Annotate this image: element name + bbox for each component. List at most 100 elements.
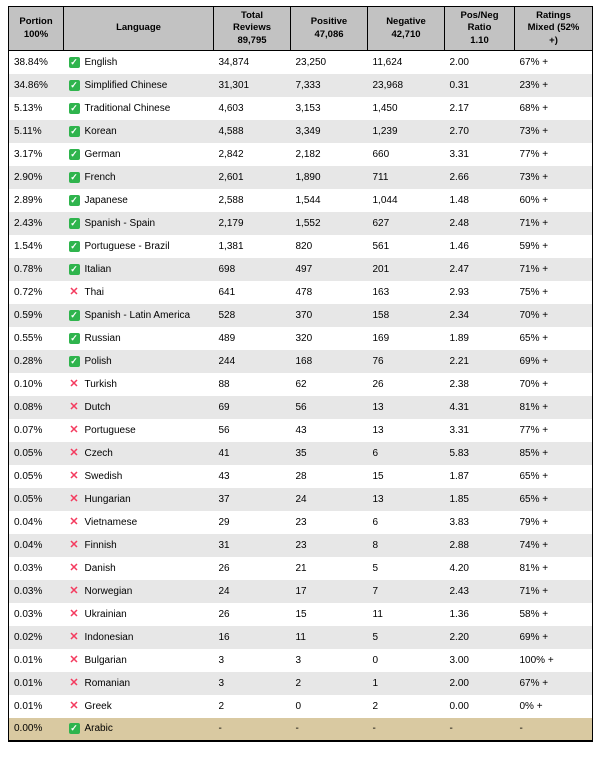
ratio-cell: 1.87 [449, 470, 469, 482]
total-reviews-cell: 88 [218, 378, 230, 390]
table-body: 38.84% ✓ English 34,874 23,250 11,624 2.… [8, 50, 593, 741]
mixed-cell: 69% + [519, 631, 549, 643]
table-row: 1.54% ✓ Portuguese - Brazil 1,381 820 56… [8, 234, 593, 258]
ratio-cell: 3.83 [449, 516, 469, 528]
positive-cell: 3 [295, 654, 302, 666]
language-cell: ✓ Korean [64, 120, 214, 143]
language-cell-content: ✓ Spanish - Spain [68, 217, 212, 229]
table-row: 0.00% ✓ Arabic - - - - - [8, 717, 593, 741]
mixed-cell: 85% + [519, 447, 549, 459]
check-icon: ✓ [68, 332, 80, 344]
check-icon: ✓ [68, 263, 80, 275]
language-cell-content: ✕ Finnish [69, 539, 212, 551]
check-icon: ✓ [68, 125, 80, 137]
portion-cell: 0.01% [14, 654, 43, 666]
positive-cell: 497 [295, 263, 313, 275]
language-cell-content: ✓ Polish [68, 355, 212, 367]
mixed-cell: 70% + [519, 378, 549, 390]
table-row: 0.07% ✕ Portuguese 56 43 13 3.31 77% + [8, 418, 593, 442]
table-row: 0.03% ✕ Norwegian 24 17 7 2.43 71% + [8, 579, 593, 603]
positive-cell: 1,890 [295, 171, 321, 183]
check-icon: ✓ [68, 723, 80, 735]
language-cell-content: ✓ Portuguese - Brazil [68, 240, 212, 252]
portion-cell: 0.05% [14, 493, 43, 505]
negative-cell: 26 [372, 378, 384, 390]
negative-cell: 6 [372, 516, 379, 528]
language-cell-content: ✕ Norwegian [69, 585, 212, 597]
portion-cell: 0.07% [14, 424, 43, 436]
mixed-cell: 81% + [519, 562, 549, 574]
negative-cell: 1,450 [372, 102, 398, 114]
negative-cell: 13 [372, 493, 384, 505]
table-row: 0.05% ✕ Swedish 43 28 15 1.87 65% + [8, 464, 593, 488]
language-cell-content: ✓ Simplified Chinese [68, 79, 212, 91]
positive-cell: 478 [295, 286, 313, 298]
language-cell: ✕ Ukrainian [64, 603, 214, 626]
positive-cell: 15 [295, 608, 307, 620]
column-header-negative: Negative 42,710 [367, 5, 445, 52]
ratio-cell: 1.85 [449, 493, 469, 505]
total-reviews-cell: 2,842 [218, 148, 244, 160]
language-cell: ✕ Dutch [64, 396, 214, 419]
cross-icon: ✕ [69, 699, 79, 712]
total-reviews-cell: 24 [218, 585, 230, 597]
negative-cell: 5 [372, 562, 379, 574]
positive-cell: 168 [295, 355, 313, 367]
table-row: 2.90% ✓ French 2,601 1,890 711 2.66 73% … [8, 165, 593, 189]
total-reviews-cell: 37 [218, 493, 230, 505]
language-label: Ukrainian [84, 608, 127, 620]
language-cell-content: ✓ Italian [68, 263, 212, 275]
table-row: 0.05% ✕ Czech 41 35 6 5.83 85% + [8, 441, 593, 465]
table-header: Portion 100% Language Total Reviews 89,7… [8, 5, 593, 52]
language-cell-content: ✓ Traditional Chinese [68, 102, 212, 114]
portion-cell: 0.03% [14, 585, 43, 597]
language-cell: ✓ Portuguese - Brazil [64, 235, 214, 258]
check-icon: ✓ [68, 102, 80, 114]
portion-cell: 0.05% [14, 447, 43, 459]
cross-icon: ✕ [69, 630, 79, 643]
language-cell-content: ✕ Hungarian [69, 493, 212, 505]
language-cell-content: ✕ Thai [69, 286, 212, 298]
portion-cell: 34.86% [14, 79, 48, 91]
positive-cell: 820 [295, 240, 313, 252]
positive-cell: 35 [295, 447, 307, 459]
language-label: Swedish [84, 470, 123, 482]
positive-cell: 11 [295, 631, 306, 643]
table-row: 0.59% ✓ Spanish - Latin America 528 370 … [8, 303, 593, 327]
table-row: 0.10% ✕ Turkish 88 62 26 2.38 70% + [8, 372, 593, 396]
positive-cell: 7,333 [295, 79, 321, 91]
mixed-cell: 60% + [519, 194, 549, 206]
table-row: 0.01% ✕ Greek 2 0 2 0.00 0% + [8, 694, 593, 718]
negative-cell: 2 [372, 700, 379, 712]
positive-cell: 21 [295, 562, 307, 574]
mixed-cell: 71% + [519, 263, 549, 275]
language-label: Portuguese [84, 424, 136, 436]
language-label: Turkish [84, 378, 117, 390]
cross-icon: ✕ [69, 515, 79, 528]
language-label: Polish [84, 355, 112, 367]
table-row: 0.03% ✕ Danish 26 21 5 4.20 81% + [8, 556, 593, 580]
ratio-cell: 3.31 [449, 424, 469, 436]
negative-cell: 158 [372, 309, 390, 321]
language-cell: ✕ Vietnamese [64, 511, 214, 534]
total-reviews-cell: 26 [218, 608, 230, 620]
portion-cell: 0.59% [14, 309, 43, 321]
positive-cell: 23 [295, 539, 307, 551]
positive-cell: 62 [295, 378, 307, 390]
ratio-cell: 1.89 [449, 332, 469, 344]
language-label: Bulgarian [84, 654, 127, 666]
total-reviews-cell: 4,603 [218, 102, 244, 114]
table-row: 5.11% ✓ Korean 4,588 3,349 1,239 2.70 73… [8, 119, 593, 143]
language-cell: ✓ Polish [64, 350, 214, 373]
total-reviews-cell: 16 [218, 631, 230, 643]
mixed-cell: 23% + [519, 79, 549, 91]
total-reviews-cell: 56 [218, 424, 230, 436]
negative-cell: 7 [372, 585, 379, 597]
ratio-cell: 3.31 [449, 148, 469, 160]
language-cell: ✓ Spanish - Latin America [64, 304, 214, 327]
negative-cell: 13 [372, 401, 384, 413]
language-label: Vietnamese [84, 516, 138, 528]
negative-cell: - [372, 723, 376, 735]
mixed-cell: 79% + [519, 516, 549, 528]
